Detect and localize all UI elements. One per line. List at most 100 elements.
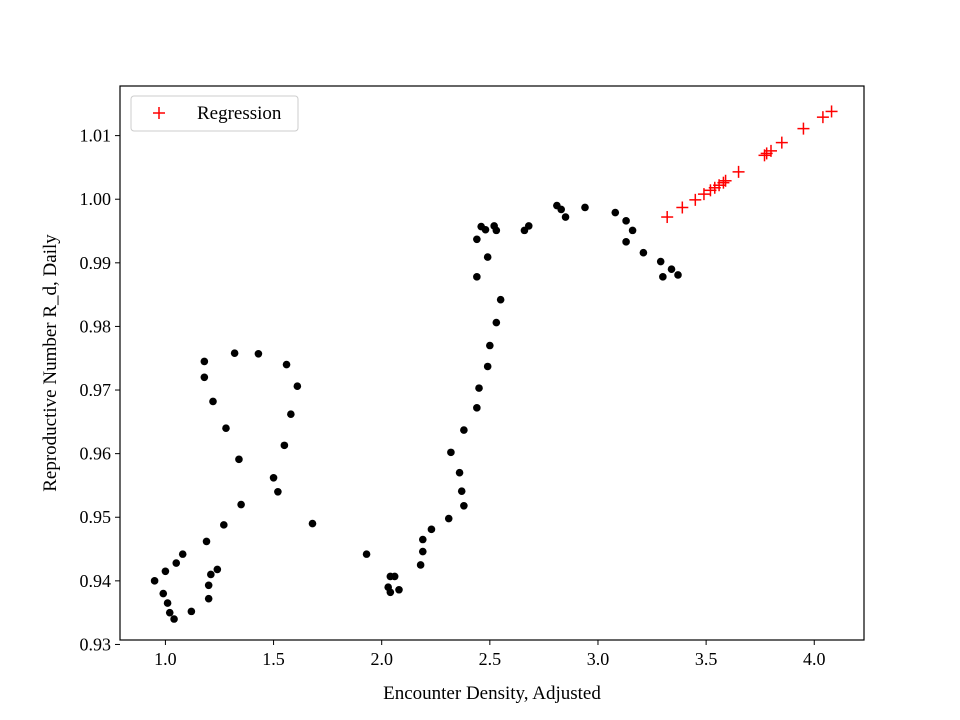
- legend-marker-regression: [153, 107, 165, 119]
- x-tick-label: 2.0: [370, 649, 393, 669]
- data-point: [269, 474, 278, 482]
- regression-point: [816, 111, 829, 124]
- regression-point: [717, 176, 730, 189]
- data-point: [213, 565, 222, 574]
- data-point: [159, 589, 168, 598]
- data-point: [287, 410, 295, 419]
- data-point: [481, 225, 490, 234]
- data-point: [475, 384, 483, 392]
- data-point: [492, 318, 501, 327]
- data-point: [418, 535, 427, 544]
- data-point: [483, 362, 492, 371]
- data-point: [222, 424, 230, 432]
- data-point: [187, 607, 196, 616]
- y-tick-label: 1.00: [80, 189, 112, 209]
- data-point: [178, 550, 187, 558]
- y-tick-label: 0.93: [80, 634, 112, 654]
- data-point: [444, 514, 453, 523]
- x-axis-title: Encounter Density, Adjusted: [383, 683, 601, 704]
- y-tick-label: 1.01: [80, 126, 112, 146]
- data-point: [254, 349, 263, 358]
- data-point: [282, 360, 291, 369]
- regression-point: [825, 105, 838, 118]
- data-point: [524, 222, 533, 230]
- data-point: [230, 349, 239, 357]
- legend-label-regression: Regression: [197, 103, 282, 124]
- data-point: [235, 455, 243, 464]
- data-point: [628, 226, 637, 235]
- data-point: [561, 213, 570, 221]
- data-point: [161, 567, 170, 576]
- data-point: [395, 585, 403, 594]
- data-point: [308, 519, 317, 528]
- data-point: [390, 572, 399, 581]
- x-tick-label: 2.5: [479, 649, 502, 669]
- data-point: [496, 295, 505, 304]
- data-point: [667, 265, 676, 273]
- data-point: [418, 547, 427, 556]
- data-point: [209, 397, 217, 406]
- legend-box: [130, 95, 299, 132]
- data-point: [473, 273, 481, 281]
- regression-point: [719, 174, 732, 187]
- data-point: [486, 341, 494, 350]
- regression-point: [689, 193, 702, 206]
- data-point: [557, 205, 566, 214]
- data-point: [237, 500, 245, 509]
- data-point: [274, 488, 282, 496]
- data-point: [473, 235, 481, 244]
- data-point: [280, 441, 289, 450]
- data-point: [200, 357, 209, 366]
- data-point: [202, 537, 211, 546]
- data-point: [200, 373, 209, 382]
- legend: Regression: [130, 95, 299, 132]
- data-point: [460, 426, 468, 434]
- regression-point: [797, 122, 810, 135]
- y-tick-label: 0.98: [80, 316, 112, 336]
- data-point: [427, 525, 436, 534]
- x-tick-label: 1.0: [154, 649, 177, 669]
- data-point: [204, 594, 213, 603]
- plot-frame: [119, 85, 865, 641]
- data-point: [220, 521, 228, 529]
- data-point: [622, 217, 630, 225]
- regression-point: [697, 188, 710, 201]
- data-point: [204, 581, 213, 590]
- data-point: [656, 257, 665, 266]
- data-point: [659, 273, 667, 281]
- regression-point: [775, 136, 788, 149]
- data-point: [455, 468, 464, 477]
- regression-point: [765, 144, 777, 157]
- plot-area: [120, 86, 864, 640]
- data-point: [457, 487, 466, 495]
- x-axis-ticks: 1.0 1.5 2.0 2.5 3.0 3.5 4.0: [154, 640, 826, 669]
- regression-point: [676, 201, 689, 214]
- x-tick-label: 4.0: [803, 649, 826, 669]
- data-point: [473, 404, 481, 412]
- y-tick-label: 0.99: [80, 253, 112, 273]
- data-point: [460, 501, 468, 510]
- data-point: [492, 226, 501, 235]
- data-point: [581, 203, 589, 212]
- data-point: [416, 561, 425, 569]
- data-point: [639, 248, 648, 257]
- data-points: [150, 105, 838, 623]
- regression-point: [758, 149, 771, 162]
- data-point: [611, 208, 620, 217]
- data-point: [172, 559, 181, 567]
- regression-point: [661, 211, 674, 224]
- x-tick-label: 3.5: [695, 649, 718, 669]
- data-point: [362, 550, 371, 558]
- data-point: [293, 382, 302, 391]
- data-point: [207, 570, 215, 579]
- data-point: [165, 608, 174, 617]
- y-axis-title: Reproductive Number R_d, Daily: [40, 234, 61, 492]
- data-point: [386, 588, 395, 597]
- x-tick-label: 1.5: [262, 649, 285, 669]
- regression-point: [732, 165, 745, 178]
- data-point: [447, 448, 455, 457]
- data-point: [483, 253, 492, 261]
- data-point: [674, 271, 682, 279]
- y-tick-label: 0.95: [80, 507, 112, 527]
- y-tick-label: 0.96: [80, 444, 112, 464]
